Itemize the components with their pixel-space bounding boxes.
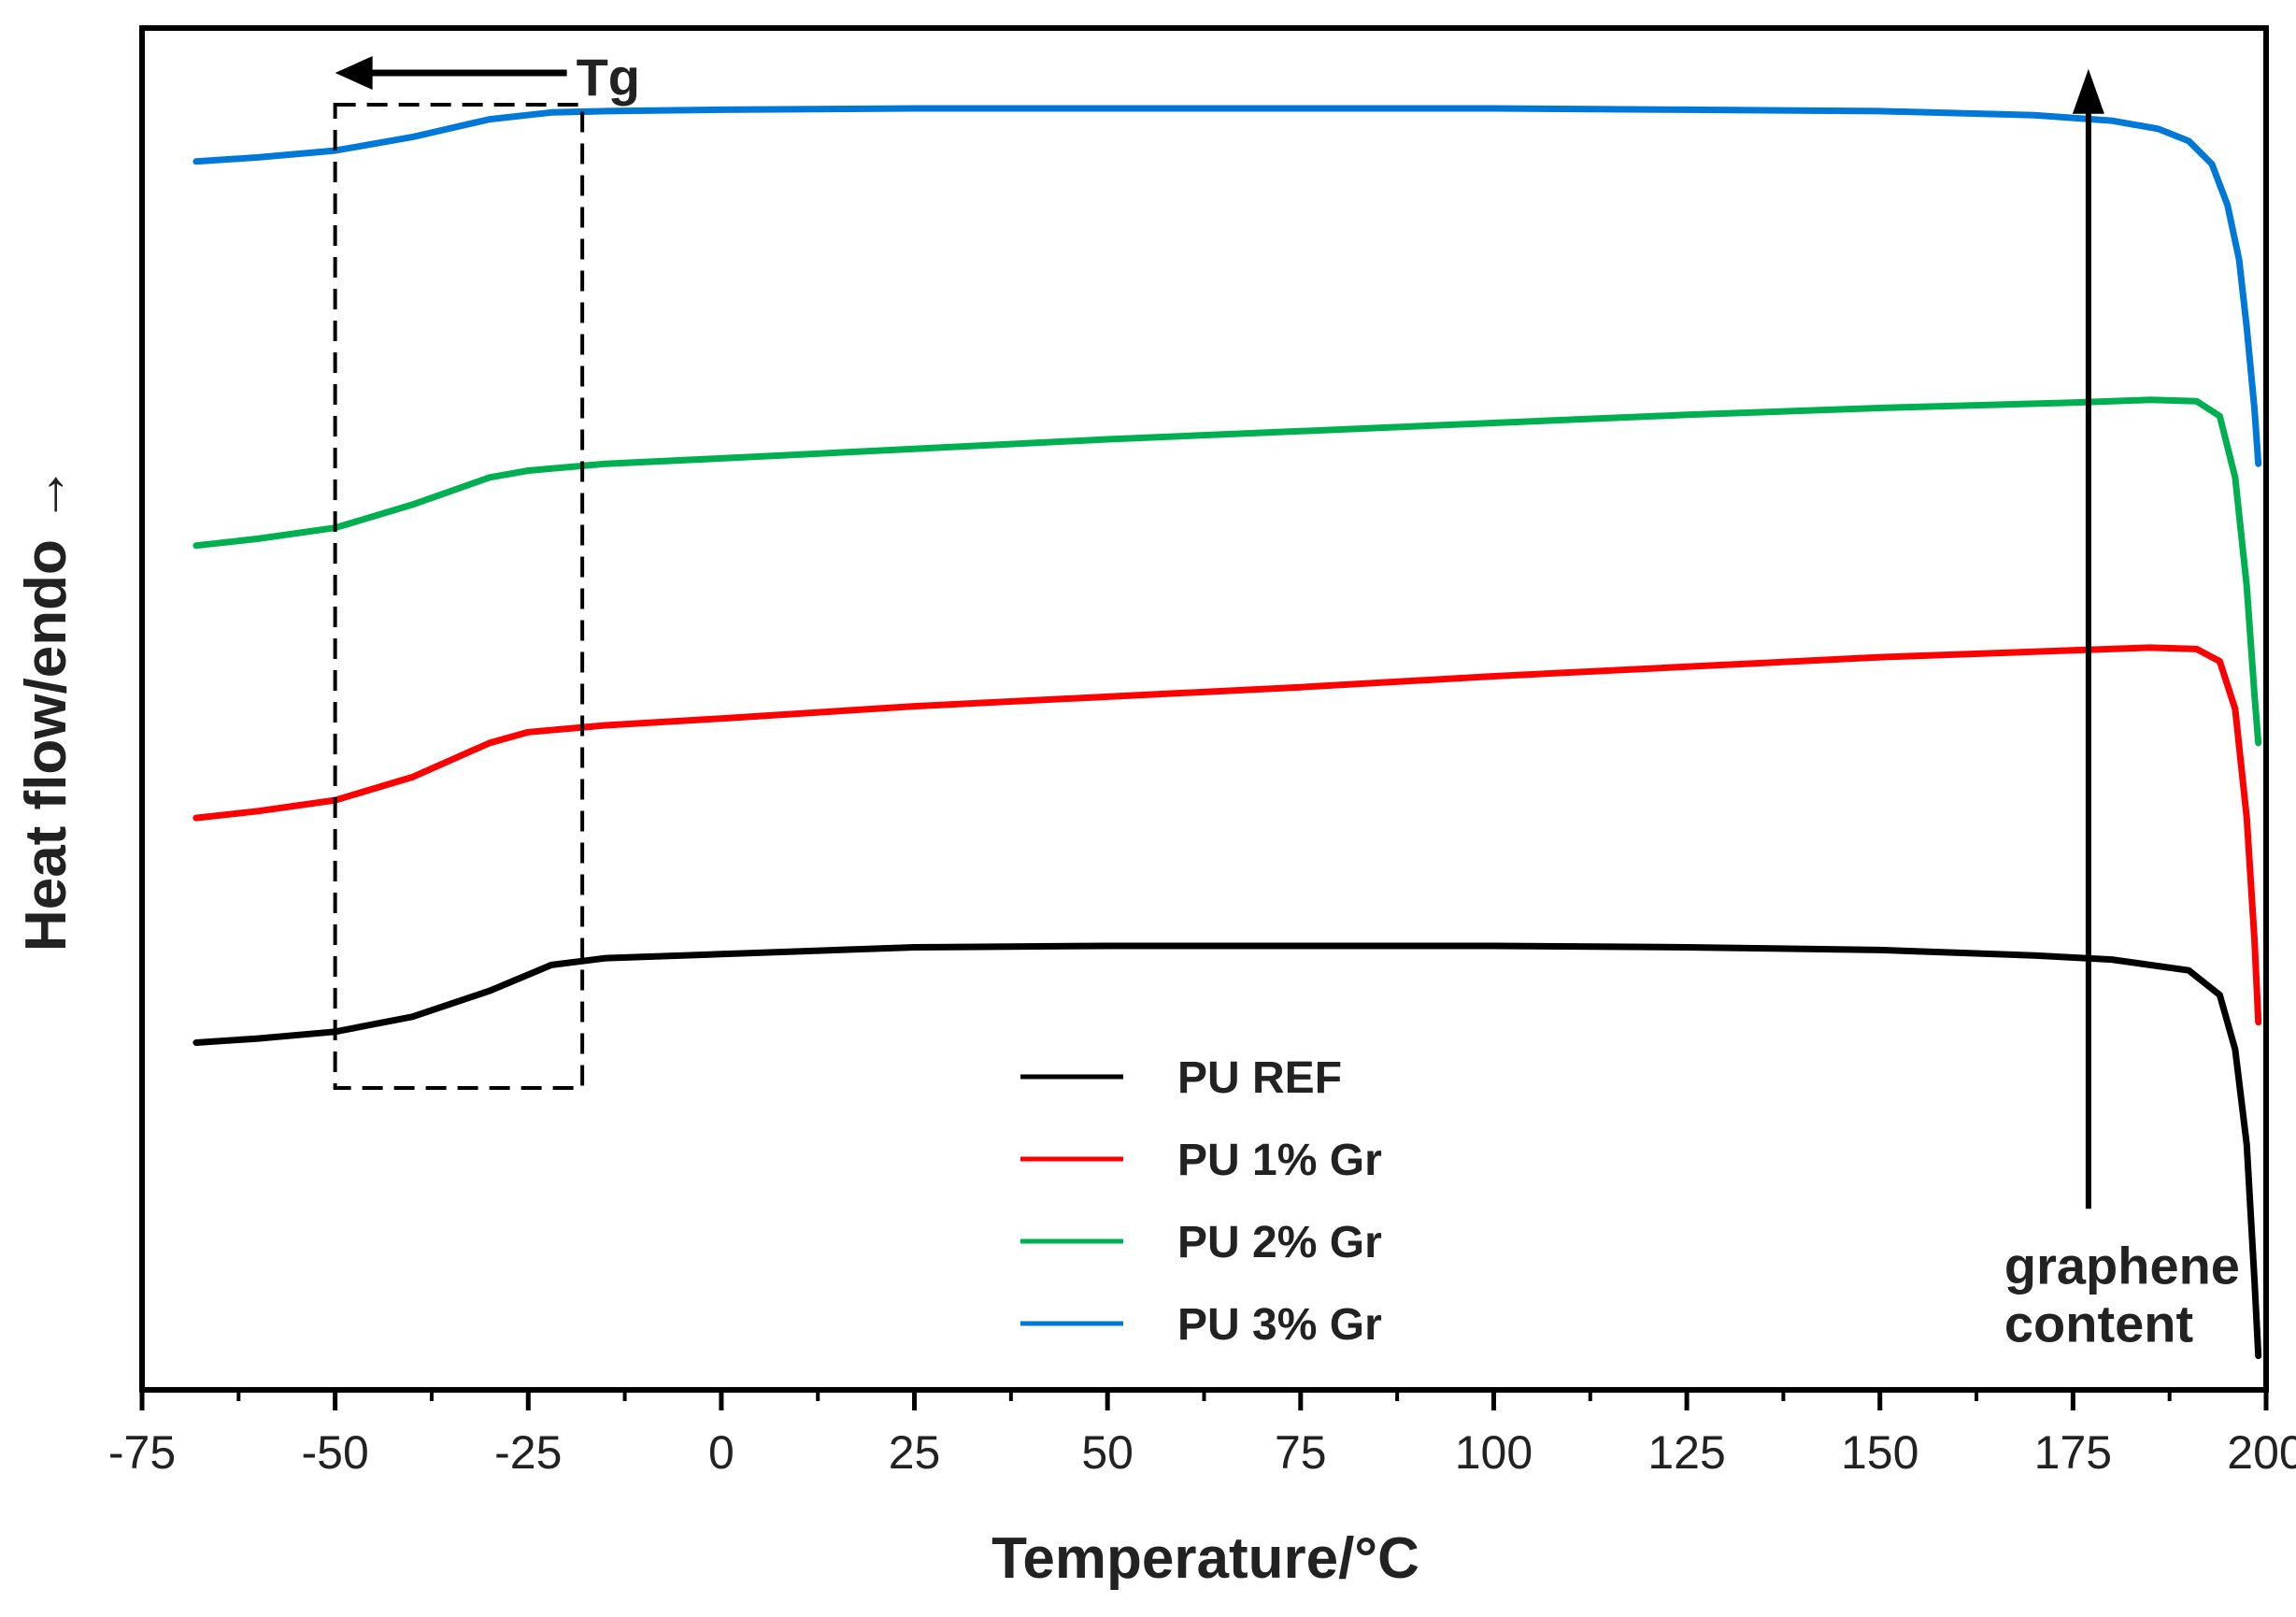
x-tick-label-2: -25 xyxy=(494,1426,562,1479)
x-tick-label-9: 150 xyxy=(1841,1426,1918,1479)
x-tick-label-5: 50 xyxy=(1081,1426,1134,1479)
x-tick-label-1: -50 xyxy=(302,1426,369,1479)
x-tick-label-3: 0 xyxy=(708,1426,734,1479)
legend-label-0: PU REF xyxy=(1177,1053,1342,1103)
x-tick-labels: -75 -50 -25 0 25 50 75 100 125 150 175 200 xyxy=(108,1426,2296,1479)
x-tick-label-6: 75 xyxy=(1275,1426,1327,1479)
x-axis-label: Temperature/°C xyxy=(991,1526,1419,1591)
x-tick-label-8: 125 xyxy=(1647,1426,1725,1479)
legend: PU REF PU 1% Gr PU 2% Gr PU 3% Gr xyxy=(1020,1053,1382,1350)
tg-annotation: Tg xyxy=(333,48,640,1090)
series-line-pu-3-gr xyxy=(193,105,2262,467)
series-layer xyxy=(193,105,2262,1360)
x-tick-label-11: 200 xyxy=(2227,1426,2296,1479)
y-axis-label: Heat flow/endo → xyxy=(14,465,78,952)
x-tick-label-10: 175 xyxy=(2034,1426,2112,1479)
graphene-label-line1: graphene xyxy=(2004,1236,2240,1295)
x-tick-marks xyxy=(139,1390,2269,1410)
x-tick-label-7: 100 xyxy=(1455,1426,1533,1479)
series-line-pu-ref xyxy=(193,942,2262,1360)
graphene-annotation: graphene content xyxy=(2004,68,2240,1352)
x-tick-label-0: -75 xyxy=(108,1426,176,1479)
tg-dashed-box xyxy=(333,103,585,1090)
tg-arrow-head-icon xyxy=(335,56,373,90)
series-line-pu-2-gr xyxy=(193,396,2262,747)
graphene-arrow-head-icon xyxy=(2072,68,2104,114)
graphene-label-line2: content xyxy=(2004,1294,2193,1352)
legend-label-2: PU 2% Gr xyxy=(1177,1218,1382,1267)
tg-label: Tg xyxy=(577,48,640,107)
legend-label-3: PU 3% Gr xyxy=(1177,1300,1382,1350)
legend-label-1: PU 1% Gr xyxy=(1177,1136,1382,1185)
series-line-pu-1-gr xyxy=(193,644,2262,1026)
x-tick-label-4: 25 xyxy=(889,1426,941,1479)
